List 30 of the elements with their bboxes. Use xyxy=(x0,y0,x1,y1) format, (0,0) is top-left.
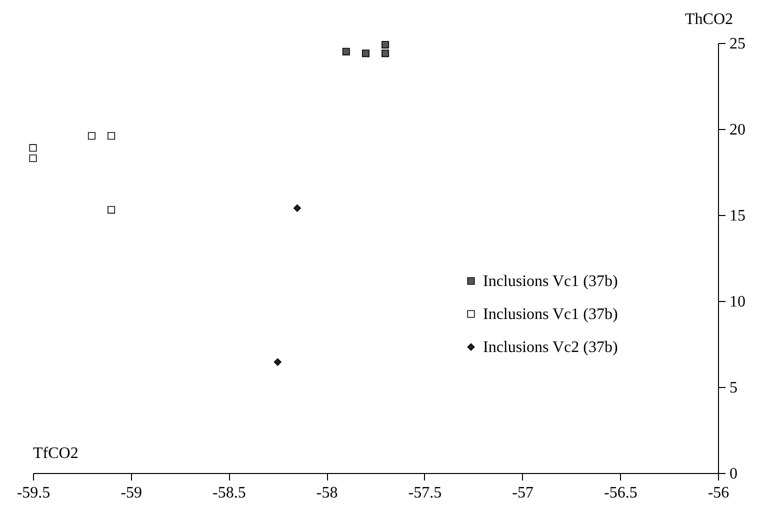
point xyxy=(29,144,37,152)
y-tick-label: 25 xyxy=(730,36,746,52)
x-tick-label: -58.5 xyxy=(212,484,246,502)
point xyxy=(108,132,116,140)
y-tick-label: 20 xyxy=(730,122,746,138)
x-axis-title: TfCO2 xyxy=(33,445,78,462)
point xyxy=(29,154,37,162)
legend-label: Inclusions Vc2 (37b) xyxy=(483,339,618,356)
y-tick-label: 10 xyxy=(730,294,746,310)
x-tick-label: -56.5 xyxy=(604,484,638,502)
point xyxy=(293,204,301,212)
y-axis-title: ThCO2 xyxy=(685,11,733,28)
legend-label: Inclusions Vc1 (37b) xyxy=(483,273,618,290)
point xyxy=(342,48,350,56)
x-tick-label: -59.5 xyxy=(16,484,50,502)
y-tick-label: 0 xyxy=(730,466,738,482)
point xyxy=(108,206,116,214)
point xyxy=(382,50,390,58)
point xyxy=(382,40,390,48)
point xyxy=(274,358,282,366)
point xyxy=(88,132,96,140)
x-tick-label: -57 xyxy=(512,484,534,502)
y-tick-label: 5 xyxy=(730,380,738,396)
x-tick-label: -59 xyxy=(120,484,142,502)
legend-label: Inclusions Vc1 (37b) xyxy=(483,306,618,323)
x-tick-label: -58 xyxy=(316,484,338,502)
point xyxy=(362,50,370,58)
y-tick-label: 15 xyxy=(730,208,746,224)
x-tick-label: -56 xyxy=(708,484,730,502)
x-tick-label: -57.5 xyxy=(408,484,442,502)
